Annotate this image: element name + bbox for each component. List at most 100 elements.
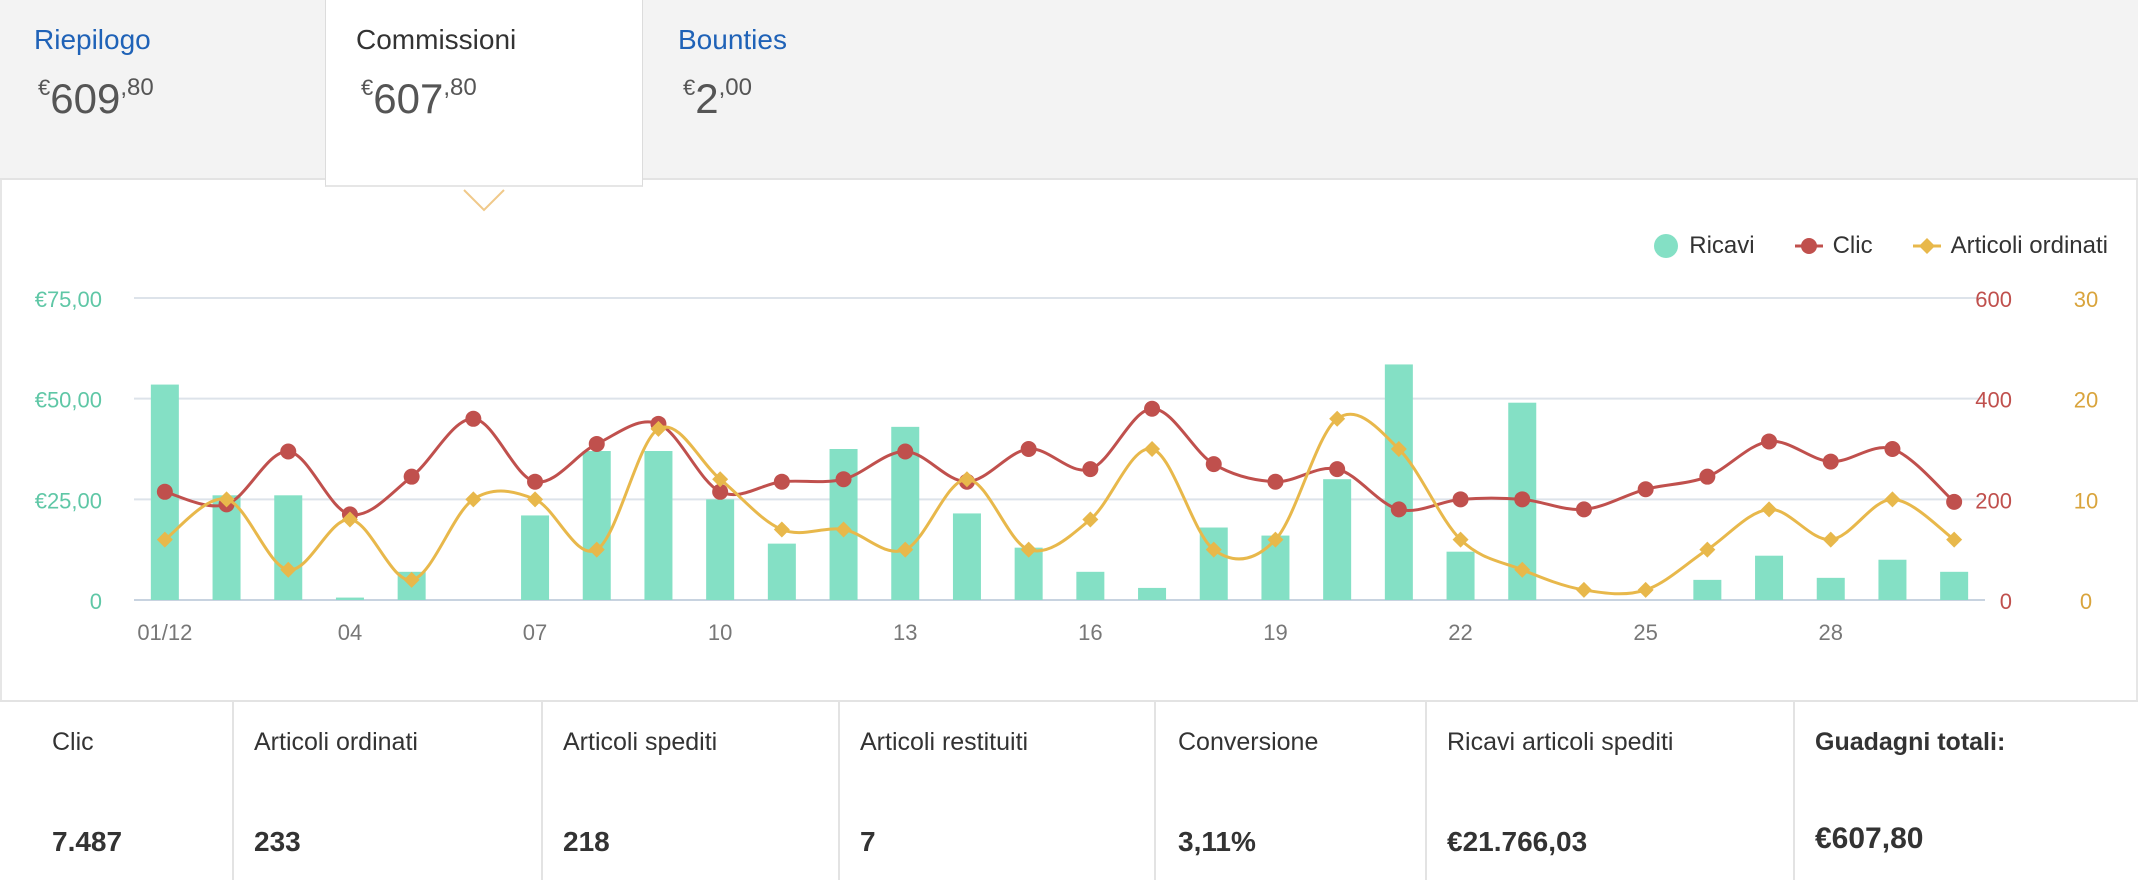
ricavi-bar — [644, 451, 673, 600]
legend-articoli-ordinati-label: Articoli ordinati — [1950, 232, 2108, 259]
clic-point — [1329, 461, 1346, 478]
articoli-ordinati-point — [773, 521, 790, 538]
legend-item-articoli-ordinati[interactable]: Articoli ordinati — [1912, 232, 2108, 260]
legend-articoli-line-diamond-icon — [1912, 238, 1941, 254]
legend-item-clic[interactable]: Clic — [1794, 232, 1873, 260]
articoli-ordinati-point — [403, 571, 420, 588]
articoli-ordinati-point — [1575, 581, 1592, 598]
stat-ricavi-label: Ricavi articoli spediti — [1447, 728, 1674, 756]
stat-ricavi-value: €21.766,03 — [1447, 826, 1588, 857]
tab-riepilogo[interactable]: Riepilogo €609,80 — [0, 0, 325, 180]
y-right-clic-tick-label: 400 — [1975, 388, 2012, 413]
clic-point — [156, 483, 173, 500]
articoli-ordinati-point — [280, 561, 297, 578]
clic-point — [1822, 453, 1839, 470]
clic-point — [465, 410, 482, 427]
clic-point — [1699, 468, 1716, 485]
x-tick-label: 16 — [1078, 620, 1102, 645]
legend-clic-line-dot-icon — [1794, 238, 1823, 254]
clic-point — [712, 483, 729, 500]
chart-panel — [0, 180, 2138, 700]
ricavi-bar — [1878, 559, 1907, 600]
ricavi-bar — [767, 543, 796, 600]
y-right-clic-tick-label: 0 — [2000, 589, 2012, 614]
tab-bounties-label[interactable]: Bounties — [678, 24, 787, 55]
clic-point — [1020, 441, 1037, 457]
stat-articoli-spediti: Articoli spediti 218 — [543, 702, 840, 880]
ricavi-bar — [1323, 479, 1352, 600]
y-right-articoli-tick-label: 0 — [2080, 589, 2092, 614]
articoli-ordinati-point — [1390, 441, 1407, 457]
y-right-articoli-tick-label: 20 — [2074, 388, 2098, 413]
articoli-ordinati-point — [1267, 531, 1284, 548]
x-tick-label: 04 — [338, 620, 362, 645]
articoli-ordinati-point — [1082, 511, 1099, 528]
tab-riepilogo-amount: €609,80 — [38, 74, 154, 122]
articoli-ordinati-point — [1514, 561, 1531, 578]
ricavi-bar — [1138, 587, 1167, 600]
y-left-tick-label: €50,00 — [35, 388, 102, 413]
clic-point — [1144, 400, 1161, 417]
stat-articoli-spediti-label: Articoli spediti — [563, 728, 718, 756]
legend-item-ricavi[interactable]: Ricavi — [1653, 232, 1755, 260]
articoli-ordinati-point — [156, 531, 173, 548]
tab-bounties[interactable]: Bounties €2,00 — [643, 0, 953, 180]
x-tick-label: 01/12 — [137, 620, 192, 645]
clic-point — [897, 443, 914, 460]
articoli-ordinati-point — [712, 471, 729, 488]
legend-ricavi-label: Ricavi — [1689, 232, 1755, 259]
clic-point — [1082, 461, 1099, 478]
ricavi-bar — [335, 597, 364, 600]
stat-guadagni-value: €607,80 — [1815, 822, 1924, 855]
legend-ricavi-dot-icon — [1654, 234, 1679, 258]
active-tab-pointer-icon — [463, 189, 505, 212]
clic-point — [1390, 501, 1407, 518]
y-left-tick-label: 0 — [90, 589, 102, 614]
stat-guadagni-totali: Guadagni totali: €607,80 — [1795, 702, 2138, 880]
articoli-ordinati-point — [465, 491, 482, 508]
clic-point — [1267, 473, 1284, 490]
articoli-ordinati-point — [1884, 491, 1901, 508]
clic-point — [1575, 501, 1592, 518]
stat-conversione-label: Conversione — [1178, 728, 1319, 756]
tab-commissioni[interactable]: Commissioni €607,80 — [325, 0, 643, 187]
x-tick-label: 07 — [523, 620, 547, 645]
y-left-tick-label: €25,00 — [35, 488, 102, 513]
y-left-tick-label: €75,00 — [35, 287, 102, 312]
ricavi-bar — [1076, 571, 1105, 600]
stat-conversione: Conversione 3,11% — [1156, 702, 1427, 880]
articoli-ordinati-point — [1822, 531, 1839, 548]
ricavi-bar — [1816, 577, 1845, 600]
ricavi-bar — [212, 495, 241, 600]
stat-clic: Clic 7.487 — [0, 702, 234, 880]
x-tick-label: 28 — [1819, 620, 1843, 645]
ricavi-bar — [706, 499, 735, 600]
stat-articoli-spediti-value: 218 — [563, 826, 610, 857]
stat-articoli-ordinati-value: 233 — [254, 826, 301, 857]
y-right-clic-tick-label: 600 — [1975, 287, 2012, 312]
commission-chart: 0 0 0 €25,00 200 10 €50,00 400 20 €75,00 600 30 01/1… — [35, 287, 2099, 645]
stat-guadagni-label: Guadagni totali: — [1815, 728, 2006, 756]
articoli-ordinati-point — [1329, 410, 1346, 427]
stat-articoli-restituiti-label: Articoli restituiti — [860, 728, 1029, 756]
articoli-ordinati-point — [1699, 541, 1716, 558]
x-tick-label: 22 — [1448, 620, 1472, 645]
chart-legend: Ricavi Clic Articoli ordinati — [1613, 232, 2108, 260]
articoli-ordinati-point — [958, 471, 975, 488]
stat-clic-value: 7.487 — [52, 826, 123, 857]
articoli-ordinati-series-line — [163, 412, 1956, 596]
tab-riepilogo-label[interactable]: Riepilogo — [34, 24, 151, 55]
clic-point — [1637, 481, 1654, 498]
clic-point — [527, 473, 544, 490]
clic-point — [1452, 491, 1469, 508]
tab-commissioni-label: Commissioni — [356, 24, 517, 55]
articoli-ordinati-point — [835, 521, 852, 538]
ricavi-bar — [274, 495, 303, 600]
articoli-ordinati-point — [1761, 501, 1778, 518]
ricavi-bar — [1384, 364, 1413, 600]
stat-articoli-restituiti-value: 7 — [860, 826, 876, 857]
articoli-ordinati-point — [1020, 541, 1037, 558]
articoli-ordinati-point — [218, 491, 235, 508]
ricavi-bar — [582, 451, 611, 600]
articoli-ordinati-point — [527, 491, 544, 508]
